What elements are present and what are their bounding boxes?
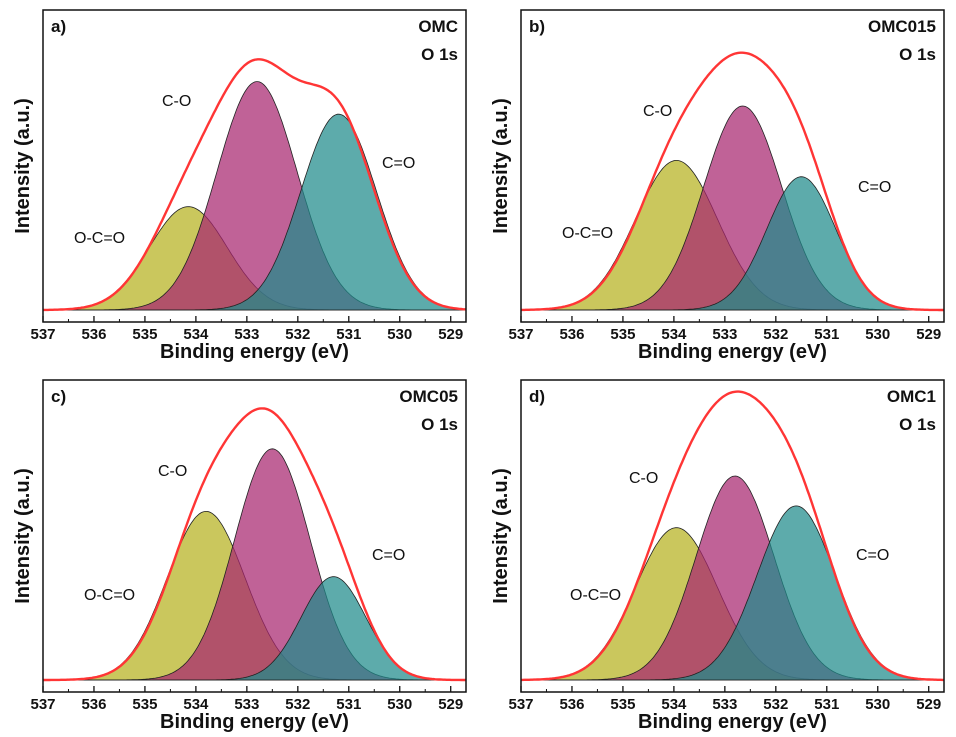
x-tick-label: 536 [81,326,106,343]
peak-label-c-o: C=O [382,155,415,172]
envelope-line [43,407,466,682]
peak-label-o-c-o: O-C=O [570,587,621,604]
sample-label: OMC05 [399,387,458,406]
peak-label-o-c-o: O-C=O [74,230,125,247]
plot-frame [42,9,467,323]
plot-area [43,58,466,312]
peak-label-c-o: C=O [858,179,891,196]
x-tick-label: 534 [183,696,209,713]
panel-letter: c) [51,387,66,406]
x-tick-label: 533 [234,326,259,343]
x-tick-label: 529 [916,696,941,713]
plot-area [521,390,944,682]
x-tick-label: 530 [865,326,890,343]
x-tick-label: 533 [234,696,259,713]
peak-label-c-o: C=O [372,547,405,564]
x-tick-label: 529 [916,326,941,343]
peak-label-o-c-o: O-C=O [562,225,613,242]
x-tick-label: 536 [559,696,584,713]
x-axis-title: Binding energy (eV) [160,711,349,733]
envelope-line [521,390,944,682]
x-tick-label: 531 [814,326,839,343]
x-tick-label: 533 [712,696,737,713]
spectrum-label: O 1s [421,415,458,434]
x-tick-label: 537 [30,696,55,713]
x-tick-label: 532 [285,696,310,713]
peak-label-o-c-o: O-C=O [84,587,135,604]
x-tick-label: 537 [508,696,533,713]
plot-area [43,407,466,682]
xps-panel-2: 537 536 535 534 533 532 531 530 529 Binding energ… [490,9,945,363]
envelope-line [43,58,466,312]
spectrum-label: O 1s [899,45,936,64]
x-tick-label: 535 [610,696,635,713]
x-tick-label: 532 [285,326,310,343]
xps-panel-4: 537 536 535 534 533 532 531 530 529 Binding energ… [490,379,945,733]
x-tick-label: 531 [814,696,839,713]
x-tick-label: 530 [387,696,412,713]
x-axis-title: Binding energy (eV) [638,711,827,733]
panel-letter: b) [529,17,545,36]
peak-c-o [43,113,466,311]
peak-c-o [521,105,944,311]
plot-area [521,51,944,312]
peak-c-o [43,448,466,681]
x-tick-label: 534 [183,326,209,343]
envelope-line [521,51,944,312]
plot-frame [520,379,945,693]
spectrum-label: O 1s [899,415,936,434]
y-axis-title: Intensity (a.u.) [490,98,512,234]
x-tick-label: 535 [610,326,635,343]
peak-label-c-o: C-O [162,93,191,110]
x-tick-label: 535 [132,696,157,713]
x-tick-label: 536 [81,696,106,713]
x-tick-label: 532 [763,696,788,713]
x-tick-label: 530 [387,326,412,343]
x-tick-label: 532 [763,326,788,343]
x-tick-label: 529 [438,696,463,713]
x-tick-label: 533 [712,326,737,343]
x-tick-label: 537 [30,326,55,343]
x-tick-label: 531 [336,326,361,343]
x-tick-label: 534 [661,326,687,343]
x-tick-label: 531 [336,696,361,713]
sample-label: OMC015 [868,17,936,36]
sample-label: OMC [418,17,458,36]
x-tick-label: 536 [559,326,584,343]
x-tick-label: 530 [865,696,890,713]
x-tick-label: 535 [132,326,157,343]
y-axis-title: Intensity (a.u.) [490,468,512,604]
x-axis-title: Binding energy (eV) [160,341,349,363]
x-axis-title: Binding energy (eV) [638,341,827,363]
plot-frame [520,9,945,323]
x-tick-label: 534 [661,696,687,713]
peak-label-c-o: C-O [643,103,672,120]
peak-label-c-o: C-O [629,470,658,487]
panel-letter: d) [529,387,545,406]
spectrum-label: O 1s [421,45,458,64]
sample-label: OMC1 [887,387,936,406]
peak-label-c-o: C-O [158,463,187,480]
xps-panel-1: 537 536 535 534 533 532 531 530 529 Binding energ… [12,9,467,363]
x-tick-label: 529 [438,326,463,343]
y-axis-title: Intensity (a.u.) [12,98,34,234]
xps-panel-3: 537 536 535 534 533 532 531 530 529 Binding energ… [12,379,467,733]
y-axis-title: Intensity (a.u.) [12,468,34,604]
peak-label-c-o: C=O [856,547,889,564]
x-tick-label: 537 [508,326,533,343]
plot-frame [42,379,467,693]
panel-letter: a) [51,17,66,36]
